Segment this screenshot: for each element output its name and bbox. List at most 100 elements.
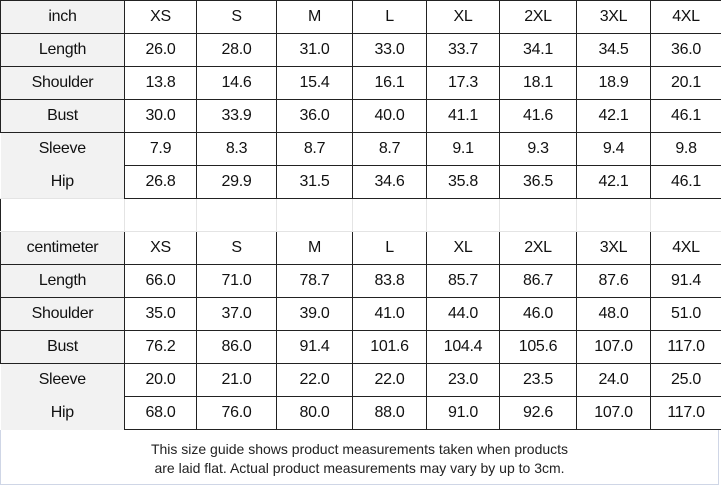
empty-cell: [0, 198, 125, 232]
measurement-value: 30.0: [124, 99, 197, 133]
measurement-value: 88.0: [352, 396, 427, 430]
size-header: 2XL: [499, 0, 577, 34]
empty-cell: [352, 198, 427, 232]
measurement-value: 107.0: [576, 330, 651, 364]
measurement-value: 101.6: [352, 330, 427, 364]
note-line-2: are laid flat. Actual product measuremen…: [154, 460, 565, 476]
size-header: S: [196, 231, 277, 265]
measurement-value: 46.0: [499, 297, 577, 331]
measurement-value: 91.0: [426, 396, 500, 430]
measurement-value: 8.7: [352, 132, 427, 166]
size-header: M: [276, 231, 353, 265]
table-row: Length 26.0 28.0 31.0 33.0 33.7 34.1 34.5 36.0: [0, 33, 721, 67]
measurement-value: 16.1: [352, 66, 427, 100]
measurement-value: 76.2: [124, 330, 197, 364]
measurement-value: 7.9: [124, 132, 197, 166]
measurement-label: Length: [0, 33, 125, 67]
measurement-value: 26.0: [124, 33, 197, 67]
size-header: 2XL: [499, 231, 577, 265]
measurement-value: 92.6: [499, 396, 577, 430]
measurement-value: 51.0: [650, 297, 721, 331]
measurement-value: 24.0: [576, 363, 651, 397]
empty-cell: [196, 198, 277, 232]
measurement-value: 86.0: [196, 330, 277, 364]
measurement-value: 44.0: [426, 297, 500, 331]
measurement-value: 85.7: [426, 264, 500, 298]
table-row: Bust 76.2 86.0 91.4 101.6 104.4 105.6 107.0 117.…: [0, 330, 721, 364]
header-row: centimeter XS S M L XL 2XL 3XL 4XL: [0, 231, 721, 265]
measurement-value: 76.0: [196, 396, 277, 430]
measurement-value: 117.0: [650, 396, 721, 430]
measurement-label: Sleeve: [0, 363, 125, 397]
measurement-value: 83.8: [352, 264, 427, 298]
measurement-value: 35.8: [426, 165, 500, 199]
table-row: Sleeve 20.0 21.0 22.0 22.0 23.0 23.5 24.0 25.0: [0, 363, 721, 397]
empty-cell: [499, 198, 577, 232]
size-header: L: [352, 0, 427, 34]
size-header: XS: [124, 231, 197, 265]
measurement-value: 40.0: [352, 99, 427, 133]
size-chart-table: inch XS S M L XL 2XL 3XL 4XL Length 26.0 28.0 31.0 33…: [0, 0, 721, 430]
measurement-value: 17.3: [426, 66, 500, 100]
measurement-value: 21.0: [196, 363, 277, 397]
measurement-value: 36.0: [650, 33, 721, 67]
measurement-value: 33.9: [196, 99, 277, 133]
measurement-value: 9.3: [499, 132, 577, 166]
measurement-value: 33.7: [426, 33, 500, 67]
size-header: 4XL: [650, 0, 721, 34]
measurement-value: 37.0: [196, 297, 277, 331]
measurement-value: 23.5: [499, 363, 577, 397]
measurement-label: Bust: [0, 99, 125, 133]
measurement-value: 36.0: [276, 99, 353, 133]
measurement-value: 18.9: [576, 66, 651, 100]
measurement-value: 41.6: [499, 99, 577, 133]
measurement-value: 41.0: [352, 297, 427, 331]
measurement-value: 31.0: [276, 33, 353, 67]
measurement-value: 33.0: [352, 33, 427, 67]
measurement-value: 105.6: [499, 330, 577, 364]
measurement-label: Shoulder: [0, 66, 125, 100]
size-header: L: [352, 231, 427, 265]
size-header: 3XL: [576, 231, 651, 265]
table-row: Hip 68.0 76.0 80.0 88.0 91.0 92.6 107.0 117.0: [0, 396, 721, 430]
measurement-value: 80.0: [276, 396, 353, 430]
measurement-value: 22.0: [276, 363, 353, 397]
measurement-value: 8.3: [196, 132, 277, 166]
measurement-value: 91.4: [276, 330, 353, 364]
measurement-value: 39.0: [276, 297, 353, 331]
size-guide-note: This size guide shows product measuremen…: [0, 430, 719, 485]
measurement-value: 9.8: [650, 132, 721, 166]
size-header: 4XL: [650, 231, 721, 265]
measurement-label: Hip: [0, 396, 125, 430]
empty-cell: [124, 198, 197, 232]
measurement-value: 20.0: [124, 363, 197, 397]
measurement-value: 29.9: [196, 165, 277, 199]
empty-cell: [426, 198, 500, 232]
measurement-value: 91.4: [650, 264, 721, 298]
table-row: Shoulder 13.8 14.6 15.4 16.1 17.3 18.1 18.9 20.1: [0, 66, 721, 100]
measurement-value: 23.0: [426, 363, 500, 397]
measurement-value: 36.5: [499, 165, 577, 199]
measurement-value: 104.4: [426, 330, 500, 364]
measurement-value: 26.8: [124, 165, 197, 199]
measurement-label: Shoulder: [0, 297, 125, 331]
size-header: XS: [124, 0, 197, 34]
measurement-value: 87.6: [576, 264, 651, 298]
measurement-value: 66.0: [124, 264, 197, 298]
measurement-value: 9.1: [426, 132, 500, 166]
measurement-value: 117.0: [650, 330, 721, 364]
measurement-label: Length: [0, 264, 125, 298]
empty-cell: [650, 198, 721, 232]
spacer-row: [0, 198, 721, 232]
measurement-value: 9.4: [576, 132, 651, 166]
size-header: 3XL: [576, 0, 651, 34]
empty-cell: [276, 198, 353, 232]
measurement-value: 34.1: [499, 33, 577, 67]
measurement-value: 28.0: [196, 33, 277, 67]
unit-header: inch: [0, 0, 125, 34]
measurement-value: 13.8: [124, 66, 197, 100]
measurement-label: Hip: [0, 165, 125, 199]
table-row: Hip 26.8 29.9 31.5 34.6 35.8 36.5 42.1 46.1: [0, 165, 721, 199]
measurement-value: 78.7: [276, 264, 353, 298]
header-row: inch XS S M L XL 2XL 3XL 4XL: [0, 0, 721, 34]
